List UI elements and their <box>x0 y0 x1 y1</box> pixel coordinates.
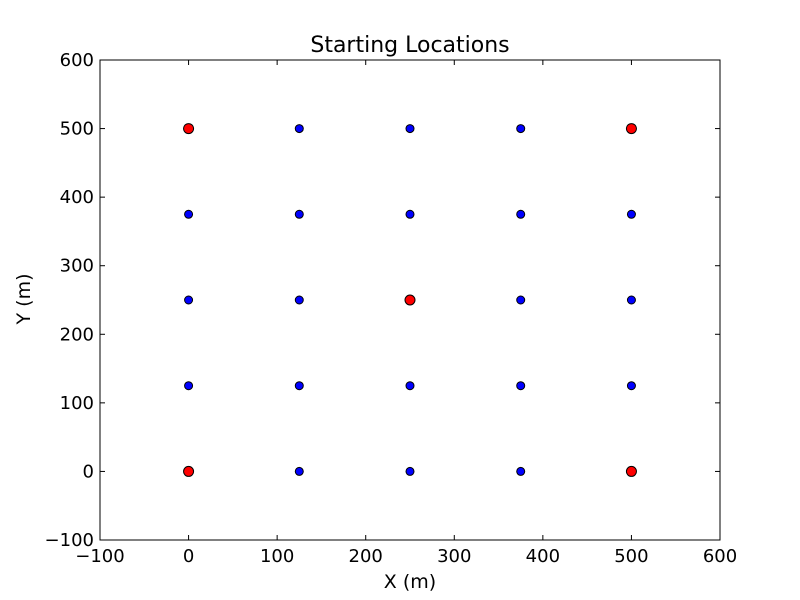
blue-point <box>405 124 415 134</box>
y-tick-label: 300 <box>60 256 94 277</box>
blue-point <box>516 295 526 305</box>
blue-point <box>405 381 415 391</box>
y-tick-label: 500 <box>60 119 94 140</box>
x-tick-label: −100 <box>75 546 124 567</box>
y-tick-label: −100 <box>45 530 94 551</box>
y-tick-label: 200 <box>60 324 94 345</box>
x-tick-label: 200 <box>349 546 383 567</box>
blue-point <box>294 209 304 219</box>
blue-point <box>516 466 526 476</box>
x-tick-label: 500 <box>614 546 648 567</box>
blue-point <box>294 295 304 305</box>
blue-point <box>184 209 194 219</box>
blue-point <box>405 466 415 476</box>
plot-area: −100 0 100 200 300 400 500 600 −100 0 100 200 300 400… <box>45 50 738 567</box>
blue-point <box>516 209 526 219</box>
chart-title: Starting Locations <box>310 33 509 58</box>
red-point <box>183 465 195 477</box>
x-axis-label: X (m) <box>384 571 436 593</box>
blue-point <box>405 209 415 219</box>
red-point <box>625 123 637 135</box>
red-point <box>404 294 416 306</box>
y-tick-label: 400 <box>60 187 94 208</box>
blue-point <box>184 381 194 391</box>
blue-point <box>626 381 636 391</box>
x-tick-label: 300 <box>437 546 471 567</box>
blue-point <box>294 124 304 134</box>
x-tick-label: 600 <box>703 546 737 567</box>
blue-point <box>516 381 526 391</box>
blue-point <box>294 466 304 476</box>
red-point <box>183 123 195 135</box>
y-axis-label: Y (m) <box>13 274 35 326</box>
blue-point <box>626 209 636 219</box>
x-tick-label: 400 <box>526 546 560 567</box>
plot-frame <box>99 59 721 541</box>
blue-point <box>626 295 636 305</box>
x-tick-label: 100 <box>260 546 294 567</box>
x-tick-label: 0 <box>183 546 194 567</box>
y-tick-label: 100 <box>60 393 94 414</box>
blue-point <box>516 124 526 134</box>
blue-point <box>294 381 304 391</box>
red-point <box>625 465 637 477</box>
y-tick-label: 600 <box>60 50 94 71</box>
y-tick-label: 0 <box>83 461 94 482</box>
blue-point <box>184 295 194 305</box>
